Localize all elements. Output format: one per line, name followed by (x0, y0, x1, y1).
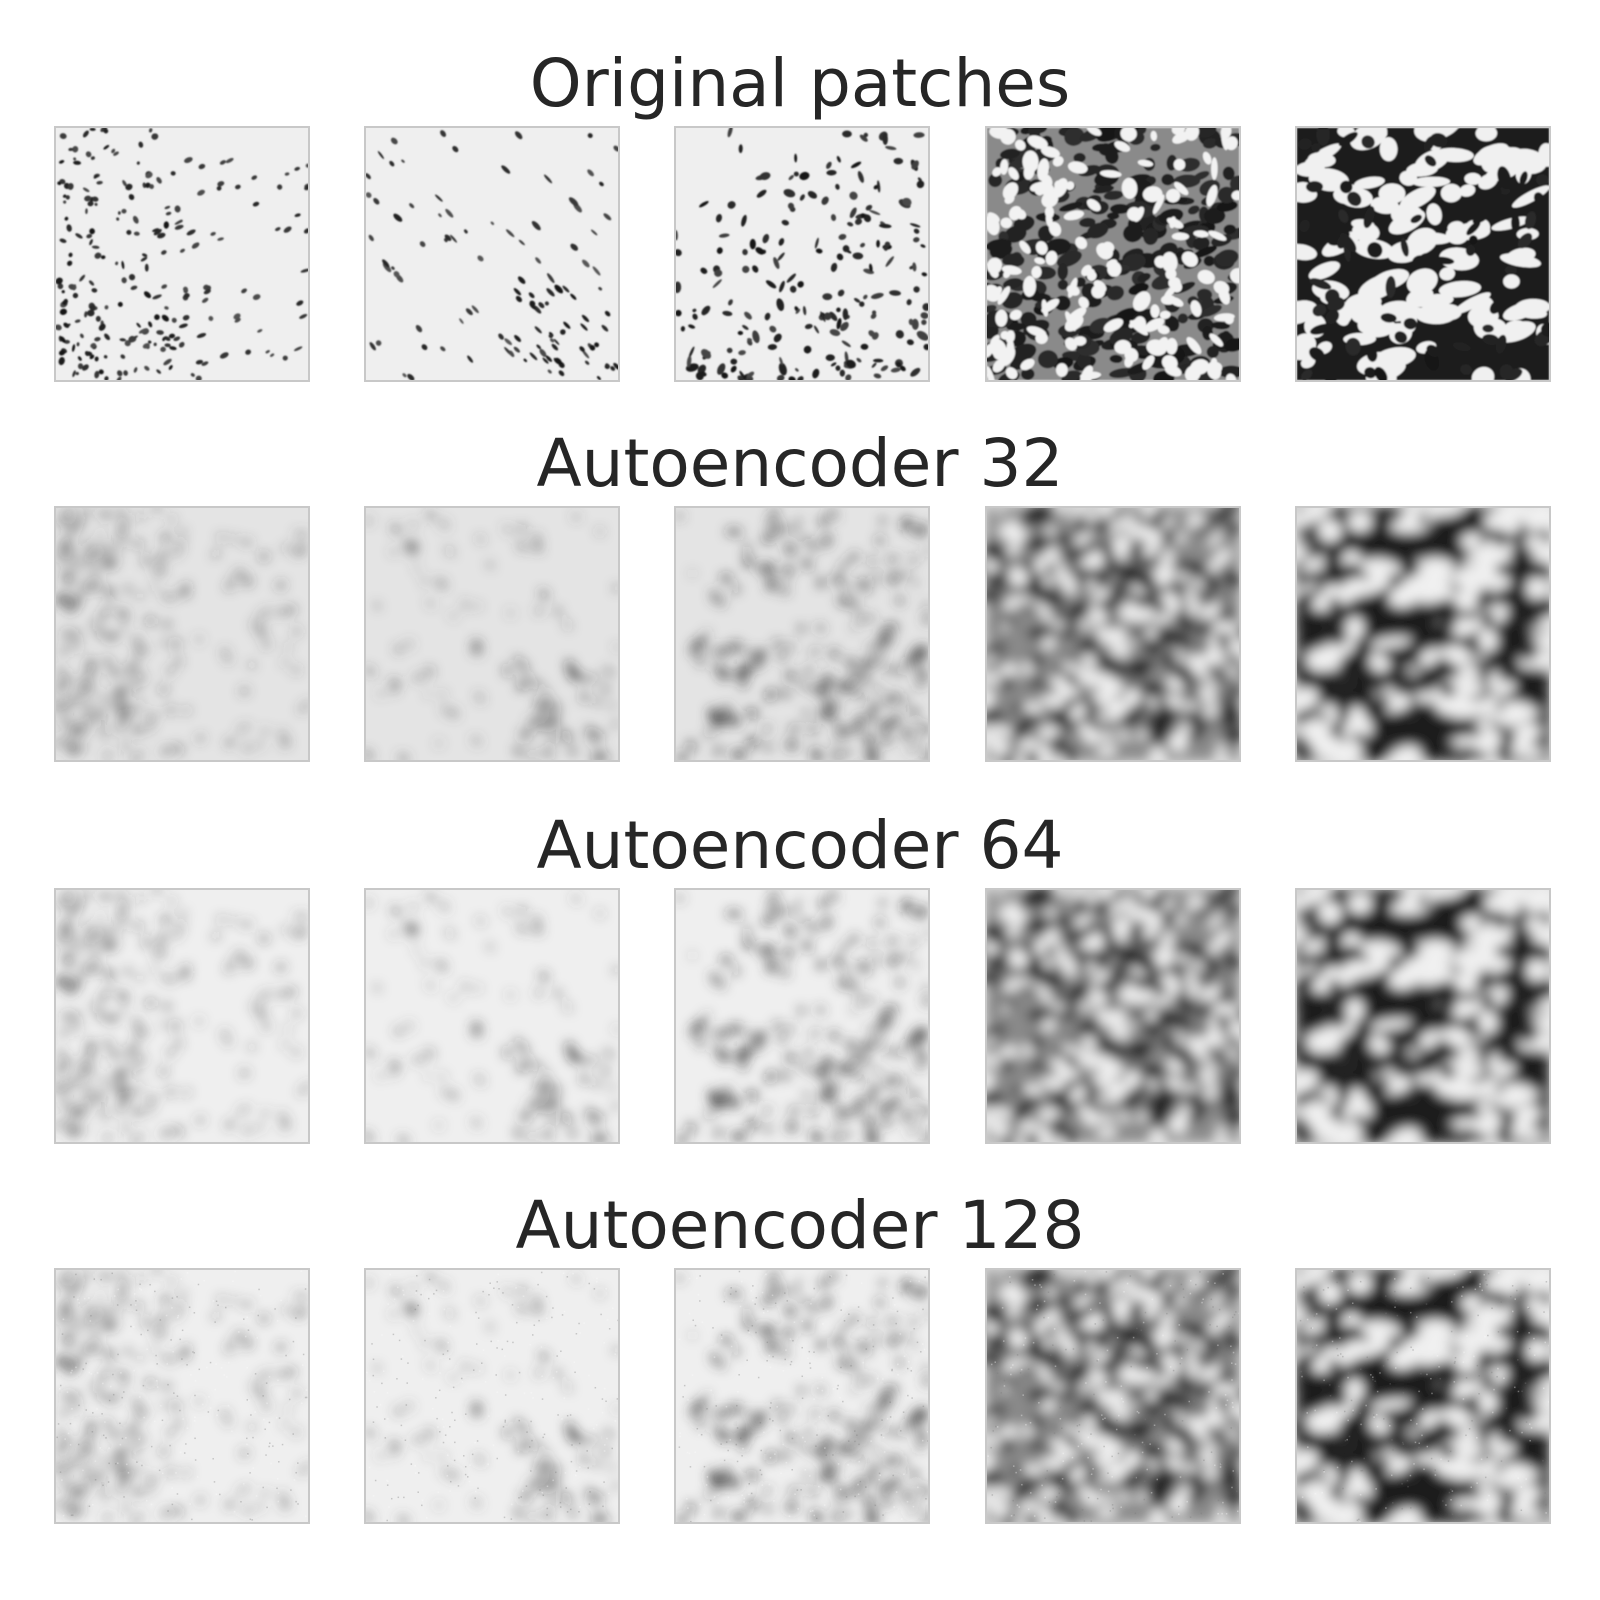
row-title-autoencoder-32: Autoencoder 32 (536, 425, 1064, 502)
cloud-texture-image (1297, 890, 1549, 1142)
cloud-texture-image (676, 890, 928, 1142)
cloud-texture-image (987, 1270, 1239, 1522)
row-title-autoencoder-128: Autoencoder 128 (515, 1187, 1085, 1264)
cloud-texture-image (1297, 508, 1549, 760)
patch-autoencoder-32-2 (364, 506, 620, 762)
cloud-texture-image (676, 128, 928, 380)
patch-autoencoder-128-5 (1295, 1268, 1551, 1524)
cloud-texture-image (366, 1270, 618, 1522)
cloud-texture-image (676, 1270, 928, 1522)
cloud-texture-image (56, 128, 308, 380)
cloud-texture-image (987, 890, 1239, 1142)
patch-original-5 (1295, 126, 1551, 382)
row-title-original: Original patches (529, 45, 1071, 122)
patch-autoencoder-128-4 (985, 1268, 1241, 1524)
patch-autoencoder-32-4 (985, 506, 1241, 762)
cloud-texture-image (366, 890, 618, 1142)
cloud-texture-image (987, 508, 1239, 760)
patch-original-2 (364, 126, 620, 382)
cloud-texture-image (987, 128, 1239, 380)
patch-autoencoder-32-5 (1295, 506, 1551, 762)
cloud-texture-image (1297, 128, 1549, 380)
patch-autoencoder-64-2 (364, 888, 620, 1144)
patch-autoencoder-64-1 (54, 888, 310, 1144)
patch-autoencoder-64-3 (674, 888, 930, 1144)
patch-autoencoder-64-5 (1295, 888, 1551, 1144)
cloud-texture-image (366, 128, 618, 380)
cloud-texture-image (56, 1270, 308, 1522)
patch-original-4 (985, 126, 1241, 382)
cloud-texture-image (366, 508, 618, 760)
patch-autoencoder-128-2 (364, 1268, 620, 1524)
patch-autoencoder-128-1 (54, 1268, 310, 1524)
cloud-texture-image (56, 508, 308, 760)
cloud-texture-image (676, 508, 928, 760)
cloud-texture-image (56, 890, 308, 1142)
row-title-autoencoder-64: Autoencoder 64 (536, 807, 1064, 884)
patch-autoencoder-32-1 (54, 506, 310, 762)
patch-original-1 (54, 126, 310, 382)
cloud-texture-image (1297, 1270, 1549, 1522)
patch-original-3 (674, 126, 930, 382)
patch-autoencoder-32-3 (674, 506, 930, 762)
patch-autoencoder-64-4 (985, 888, 1241, 1144)
patch-autoencoder-128-3 (674, 1268, 930, 1524)
